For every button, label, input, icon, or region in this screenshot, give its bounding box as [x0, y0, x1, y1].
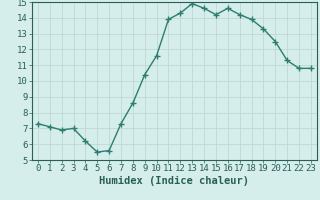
X-axis label: Humidex (Indice chaleur): Humidex (Indice chaleur) [100, 176, 249, 186]
